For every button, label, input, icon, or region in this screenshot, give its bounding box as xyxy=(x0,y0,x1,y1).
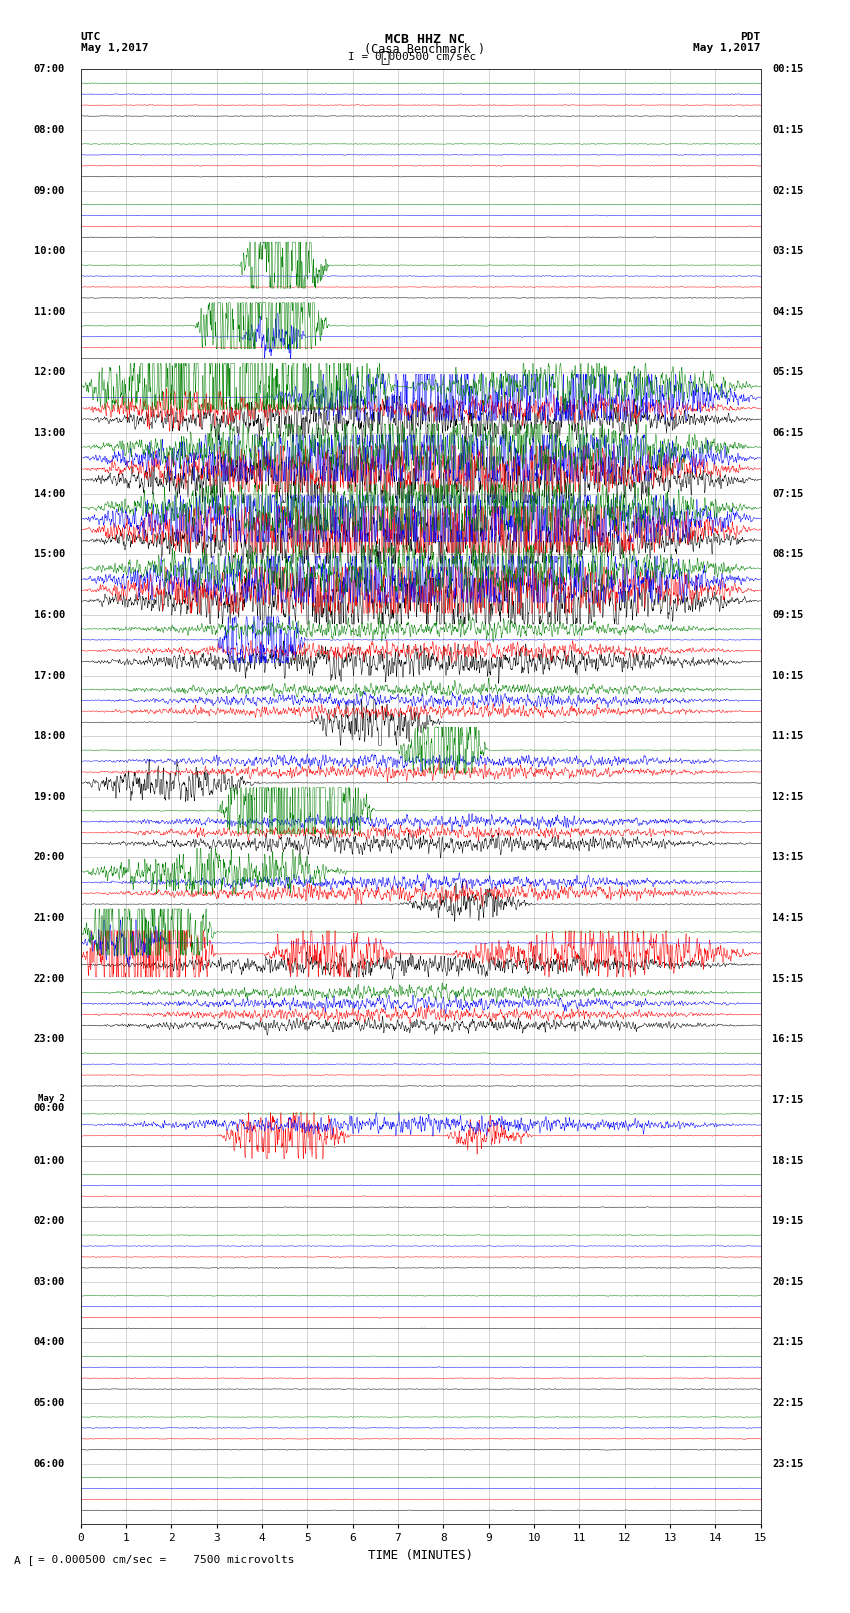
Text: 02:00: 02:00 xyxy=(34,1216,65,1226)
Text: 13:00: 13:00 xyxy=(34,427,65,439)
Text: 02:15: 02:15 xyxy=(772,185,803,195)
Text: 11:15: 11:15 xyxy=(772,731,803,742)
Text: 04:15: 04:15 xyxy=(772,306,803,316)
Text: 17:15: 17:15 xyxy=(772,1095,803,1105)
Text: ⎹: ⎹ xyxy=(381,50,389,65)
Text: 19:15: 19:15 xyxy=(772,1216,803,1226)
Text: 16:00: 16:00 xyxy=(34,610,65,619)
Text: 14:00: 14:00 xyxy=(34,489,65,498)
Text: 09:00: 09:00 xyxy=(34,185,65,195)
Text: 15:00: 15:00 xyxy=(34,550,65,560)
Text: 23:00: 23:00 xyxy=(34,1034,65,1044)
Text: 21:15: 21:15 xyxy=(772,1337,803,1347)
Text: 19:00: 19:00 xyxy=(34,792,65,802)
Text: 03:00: 03:00 xyxy=(34,1277,65,1287)
Text: 07:15: 07:15 xyxy=(772,489,803,498)
Text: 00:00: 00:00 xyxy=(34,1103,65,1113)
Text: PDT: PDT xyxy=(740,32,761,42)
Text: 12:15: 12:15 xyxy=(772,792,803,802)
Text: 18:00: 18:00 xyxy=(34,731,65,742)
Text: 14:15: 14:15 xyxy=(772,913,803,923)
Text: 07:00: 07:00 xyxy=(34,65,65,74)
Text: 20:15: 20:15 xyxy=(772,1277,803,1287)
Text: 08:15: 08:15 xyxy=(772,550,803,560)
Text: 01:15: 01:15 xyxy=(772,124,803,135)
Text: 22:15: 22:15 xyxy=(772,1398,803,1408)
Text: A [: A [ xyxy=(14,1555,34,1565)
Text: 10:15: 10:15 xyxy=(772,671,803,681)
Text: 18:15: 18:15 xyxy=(772,1155,803,1166)
Text: 06:15: 06:15 xyxy=(772,427,803,439)
X-axis label: TIME (MINUTES): TIME (MINUTES) xyxy=(368,1548,473,1561)
Text: 00:15: 00:15 xyxy=(772,65,803,74)
Text: 10:00: 10:00 xyxy=(34,247,65,256)
Text: 05:00: 05:00 xyxy=(34,1398,65,1408)
Text: May 2: May 2 xyxy=(38,1094,65,1103)
Text: 03:15: 03:15 xyxy=(772,247,803,256)
Text: I = 0.000500 cm/sec: I = 0.000500 cm/sec xyxy=(348,52,476,63)
Text: May 1,2017: May 1,2017 xyxy=(694,44,761,53)
Text: 13:15: 13:15 xyxy=(772,852,803,863)
Text: MCB HHZ NC: MCB HHZ NC xyxy=(385,32,465,47)
Text: 11:00: 11:00 xyxy=(34,306,65,316)
Text: 20:00: 20:00 xyxy=(34,852,65,863)
Text: 04:00: 04:00 xyxy=(34,1337,65,1347)
Text: May 1,2017: May 1,2017 xyxy=(81,44,148,53)
Text: 16:15: 16:15 xyxy=(772,1034,803,1044)
Text: 23:15: 23:15 xyxy=(772,1458,803,1469)
Text: 12:00: 12:00 xyxy=(34,368,65,377)
Text: = 0.000500 cm/sec =    7500 microvolts: = 0.000500 cm/sec = 7500 microvolts xyxy=(38,1555,295,1565)
Text: UTC: UTC xyxy=(81,32,101,42)
Text: 08:00: 08:00 xyxy=(34,124,65,135)
Text: 15:15: 15:15 xyxy=(772,974,803,984)
Text: 21:00: 21:00 xyxy=(34,913,65,923)
Text: (Casa Benchmark ): (Casa Benchmark ) xyxy=(365,44,485,56)
Text: 17:00: 17:00 xyxy=(34,671,65,681)
Text: 01:00: 01:00 xyxy=(34,1155,65,1166)
Text: 05:15: 05:15 xyxy=(772,368,803,377)
Text: 06:00: 06:00 xyxy=(34,1458,65,1469)
Text: 09:15: 09:15 xyxy=(772,610,803,619)
Text: 22:00: 22:00 xyxy=(34,974,65,984)
